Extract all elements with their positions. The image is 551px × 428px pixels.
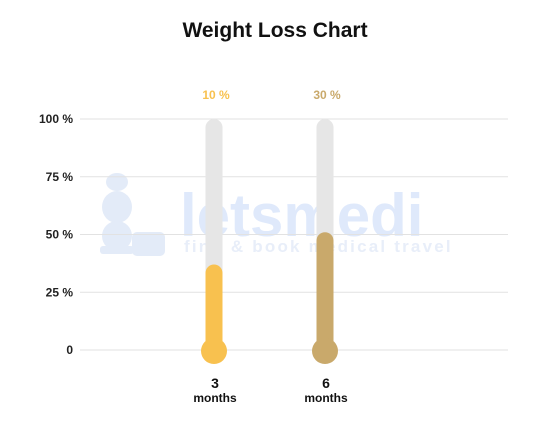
bar-bulb bbox=[201, 338, 227, 364]
bar-fill bbox=[205, 264, 223, 350]
bar-percent-label: 10 % bbox=[202, 88, 230, 102]
bar-bulb bbox=[312, 338, 338, 364]
chart-title: Weight Loss Chart bbox=[182, 19, 367, 42]
bar-percent-label: 30 % bbox=[313, 88, 341, 102]
y-axis-ticks: 0 25 % 50 % 75 % 100 % bbox=[39, 112, 73, 357]
x-category-unit: months bbox=[193, 391, 237, 405]
x-category-unit: months bbox=[304, 391, 348, 405]
bars bbox=[201, 119, 338, 364]
watermark: letsmedi find & book medical travel bbox=[100, 173, 451, 256]
x-category-number: 3 bbox=[211, 375, 219, 391]
bar-labels: 10 % 30 % bbox=[202, 88, 341, 102]
buddha-statue-logo-icon bbox=[100, 173, 134, 254]
y-tick-label: 25 % bbox=[46, 285, 74, 299]
y-tick-label: 100 % bbox=[39, 112, 73, 126]
watermark-square bbox=[132, 232, 165, 256]
y-tick-label: 50 % bbox=[46, 228, 74, 242]
x-category-number: 6 bbox=[322, 375, 330, 391]
bar-fill bbox=[316, 232, 334, 350]
grid-lines bbox=[80, 118, 508, 351]
y-tick-label: 75 % bbox=[46, 170, 74, 184]
y-tick-label: 0 bbox=[66, 343, 73, 357]
